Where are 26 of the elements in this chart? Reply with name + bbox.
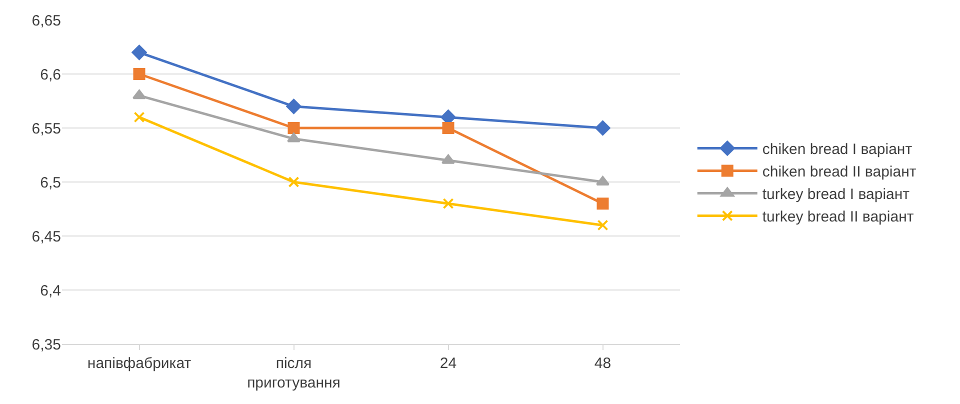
x-tick-label: після приготування — [247, 355, 340, 392]
legend-label: turkey bread II варіант — [762, 208, 914, 226]
x-tick-label: 48 — [594, 355, 612, 372]
y-tick-label: 6,35 — [32, 336, 61, 354]
point — [595, 120, 610, 136]
point — [288, 122, 300, 134]
point — [132, 44, 147, 60]
x-tick-label: напівфабрикат — [87, 355, 192, 372]
y-tick-label: 6,6 — [40, 66, 61, 84]
legend-label: chiken bread I варіант — [762, 141, 912, 158]
y-tick-label: 6,5 — [40, 174, 61, 192]
point — [597, 220, 608, 231]
point — [286, 98, 302, 114]
point — [134, 112, 145, 123]
y-tick-label: 6,4 — [40, 282, 61, 300]
point — [288, 176, 300, 188]
x-tick-label: 24 — [440, 355, 457, 372]
point — [442, 198, 454, 210]
point — [442, 122, 454, 134]
y-tick-label: 6,45 — [32, 228, 61, 246]
point — [596, 198, 609, 210]
y-tick-label: 6,55 — [32, 120, 61, 138]
legend-label: chiken bread II варіант — [762, 164, 916, 181]
y-tick-label: 6,65 — [32, 12, 61, 30]
legend-label: turkey bread I варіант — [762, 186, 910, 204]
point — [133, 68, 146, 80]
